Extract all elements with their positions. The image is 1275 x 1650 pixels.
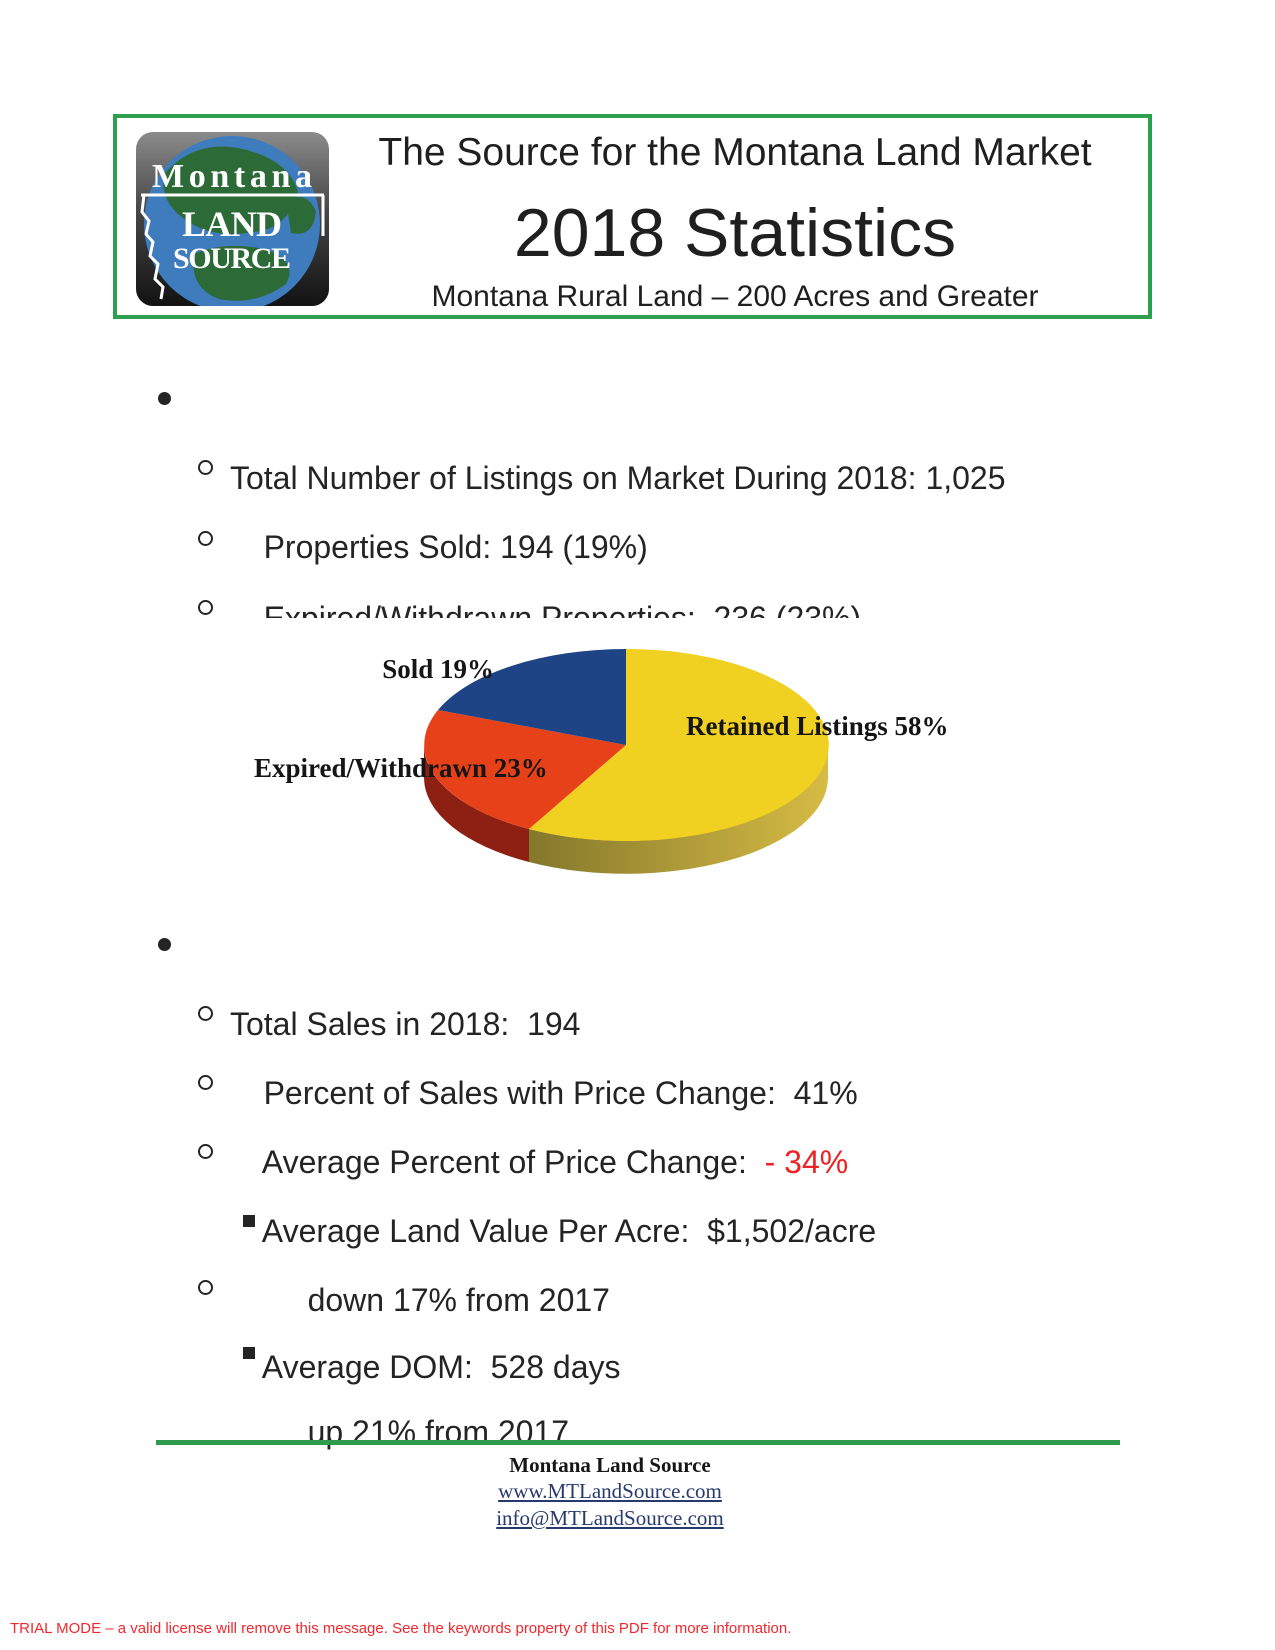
header-text-block: The Source for the Montana Land Market 2… — [332, 118, 1138, 315]
bullet-properties-sold: Properties Sold: 194 (19%) — [198, 447, 648, 607]
pie-wall-expired — [424, 745, 529, 862]
bullet-total-sales: Total Sales in 2018: 194 — [158, 924, 580, 1084]
header-tagline: The Source for the Montana Land Market — [378, 131, 1092, 174]
footer-org-name: Montana Land Source — [509, 1453, 711, 1477]
bullet-circle-icon — [198, 1006, 213, 1021]
logo-text-source: SOURCE — [173, 242, 291, 275]
bullet-circle-icon — [198, 1144, 213, 1159]
bullet-circle-icon — [198, 1075, 213, 1090]
bullet-total-listings: Total Number of Listings on Market Durin… — [158, 378, 1006, 538]
pie-slice-retained — [529, 648, 829, 841]
bullet-circle-icon — [198, 460, 213, 475]
bullet-circle-icon — [198, 1280, 213, 1295]
header-subtitle: Montana Rural Land – 200 Acres and Great… — [431, 280, 1039, 313]
pie-chart-svg — [424, 648, 829, 874]
bullet-avg-dom: Average DOM: 528 days — [198, 1267, 621, 1427]
pie-label-retained: Retained Listings 58% — [686, 711, 949, 741]
bullet-avg-land-value: Average Land Value Per Acre: $1,502/acre — [198, 1131, 876, 1291]
bullet-percent-price-change: Percent of Sales with Price Change: 41% — [198, 993, 858, 1153]
pie-chart — [200, 618, 1000, 880]
bullet-square-icon — [243, 1347, 255, 1359]
pie-label-sold: Sold 19% — [382, 654, 494, 684]
montana-state-outline — [140, 194, 165, 300]
footer-website-link[interactable]: www.MTLandSource.com — [498, 1479, 722, 1503]
footer-divider — [156, 1440, 1120, 1445]
pie-label-expired: Expired/Withdrawn 23% — [254, 753, 548, 783]
header-box: Montana LAND SOURCE The Source for the M… — [113, 114, 1152, 319]
pie-wall-retained — [529, 745, 828, 874]
trial-mode-notice: TRIAL MODE – a valid license will remove… — [10, 1620, 792, 1637]
bullet-circle-icon — [198, 531, 213, 546]
bullet-avg-price-change: Average Percent of Price Change: - 34% — [198, 1062, 848, 1222]
footer: Montana Land Source www.MTLandSource.com… — [150, 1452, 1070, 1532]
negative-value: - 34% — [764, 1144, 849, 1180]
pie-slice-sold — [438, 649, 626, 745]
bullet-down-from-2017: down 17% from 2017 — [243, 1200, 610, 1360]
bullet-dot-icon — [158, 938, 171, 951]
logo-text-land: LAND — [182, 204, 282, 244]
footer-email-link[interactable]: info@MTLandSource.com — [496, 1506, 724, 1530]
bullet-square-icon — [243, 1215, 255, 1227]
bullet-circle-icon — [198, 600, 213, 615]
page-title: 2018 Statistics — [513, 195, 957, 271]
bullet-dot-icon — [158, 392, 171, 405]
montana-land-source-logo: Montana LAND SOURCE — [136, 132, 329, 306]
pie-slice-expired — [424, 710, 626, 829]
